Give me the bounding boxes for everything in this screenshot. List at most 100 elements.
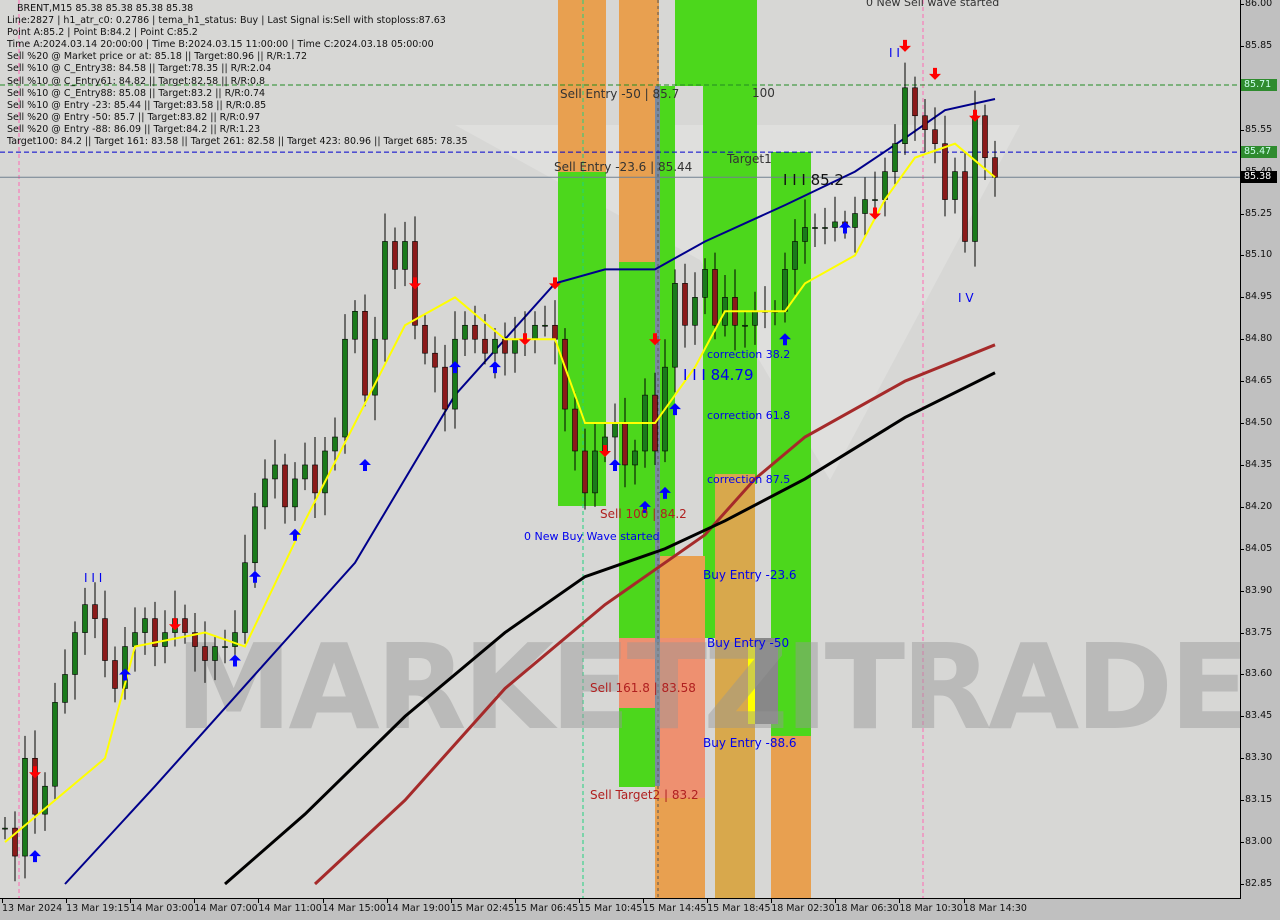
arrow-down-icon — [899, 39, 911, 52]
correction-382-label: correction 38.2 — [707, 348, 791, 361]
candle — [452, 338, 458, 410]
price-tick-label: 83.90 — [1239, 584, 1273, 596]
candle — [982, 115, 988, 158]
candle — [192, 632, 198, 647]
time-tick-label: 14 Mar 03:00 — [130, 899, 194, 914]
time-tick-label: 14 Mar 11:00 — [258, 899, 322, 914]
candle — [302, 464, 308, 480]
time-tick-label: 15 Mar 18:45 — [707, 899, 771, 914]
price-tick-label: 83.45 — [1239, 710, 1273, 722]
time-axis[interactable]: 13 Mar 2024 13 Mar 19:15 14 Mar 03:00 14 Ma… — [0, 899, 1240, 920]
price-tick-label: 84.95 — [1239, 291, 1273, 303]
zone-orange — [558, 0, 606, 172]
price-axis[interactable]: 86.0085.8585.5585.4085.2585.1084.9584.80… — [1239, 0, 1280, 898]
price-tag-green: 85.71 — [1241, 79, 1277, 92]
arrow-up-icon — [119, 668, 131, 681]
info-line: Target100: 84.2 || Target 161: 83.58 || … — [7, 136, 468, 148]
candle — [962, 171, 968, 242]
candle — [102, 618, 108, 661]
time-tick-label: 14 Mar 19:00 — [386, 899, 451, 914]
time-tick-label: 18 Mar 02:30 — [771, 899, 835, 914]
info-line: Sell %20 @ Entry -50: 85.7 || Target:83.… — [7, 111, 261, 123]
candle — [12, 827, 18, 857]
ma-blue-line — [64, 98, 996, 885]
candle — [682, 283, 688, 326]
zone-gray-bar — [755, 638, 778, 724]
candle — [242, 562, 248, 633]
price-tick-label: 83.60 — [1239, 668, 1273, 680]
info-line: Sell %20 @ Entry -88: 86.09 || Target:84… — [7, 123, 261, 135]
candle — [332, 436, 338, 452]
wave-mark: I V — [958, 291, 974, 305]
sell-entry-236-label: Sell Entry -23.6 | 85.44 — [554, 160, 693, 174]
arrow-down-icon — [929, 67, 941, 80]
sell-target2-label: Sell Target2 | 83.2 — [590, 788, 699, 802]
price-chart — [0, 39, 1240, 886]
candle — [902, 87, 908, 144]
candle — [392, 241, 398, 270]
candle — [792, 241, 798, 270]
point-c-label: I I I 85.2 — [783, 171, 844, 189]
arrow-up-icon — [659, 486, 671, 499]
candle — [272, 464, 278, 480]
candle — [752, 311, 758, 326]
candle — [472, 324, 478, 340]
price-tick-label: 85.85 — [1239, 39, 1273, 51]
chart-title: BRENT,M15 85.38 85.38 85.38 85.38 — [17, 3, 194, 14]
new-sell-wave-label: 0 New Sell wave started — [866, 0, 1000, 9]
price-tick-label: 83.00 — [1239, 836, 1273, 848]
price-tick-label: 84.05 — [1239, 542, 1273, 554]
ma-brown-line — [313, 343, 996, 886]
arrow-down-icon — [29, 766, 41, 779]
candle — [502, 338, 508, 354]
info-line: Sell %10 @ C_Entry88: 85.08 || Target:83… — [7, 87, 266, 99]
sell-1618-label: Sell 161.8 | 83.58 — [590, 681, 696, 695]
arrow-up-icon — [839, 221, 851, 234]
level-100-label: 100 — [752, 86, 775, 100]
candle — [212, 646, 218, 661]
candle — [372, 338, 378, 396]
arrow-up-icon — [29, 850, 41, 863]
candle — [92, 604, 98, 619]
candle — [292, 478, 298, 508]
candle — [862, 199, 868, 214]
info-line: Sell %10 @ C_Entry61: 84.82 || Target:82… — [7, 75, 266, 87]
candle — [252, 506, 258, 564]
arrow-down-icon — [599, 444, 611, 457]
chart-plot-area[interactable]: MARKETZITRADE BRENT,M15 85.38 85.38 85.3… — [0, 0, 1241, 899]
buy-entry-886-label: Buy Entry -88.6 — [703, 736, 797, 750]
info-line: Sell %10 @ C_Entry38: 84.58 || Target:78… — [7, 63, 272, 75]
candle — [692, 297, 698, 326]
candle — [282, 464, 288, 508]
zone-green — [657, 86, 675, 556]
candle — [62, 674, 68, 703]
point-b-label: I I I 84.79 — [683, 366, 754, 384]
candle — [512, 338, 518, 354]
candle — [482, 338, 488, 354]
time-tick-label: 15 Mar 10:45 — [578, 899, 643, 914]
arrow-down-icon — [549, 277, 561, 290]
candle — [362, 311, 368, 396]
info-line: Line:2827 | h1_atr_c0: 0.2786 | tema_h1_… — [7, 15, 446, 27]
price-tick-label: 84.35 — [1239, 458, 1273, 470]
zone-yellow-bar — [748, 646, 755, 724]
candle — [952, 171, 958, 200]
candle — [112, 660, 118, 689]
candle — [442, 366, 448, 410]
candle — [32, 757, 38, 815]
zone-orange — [771, 736, 811, 898]
price-tick-label: 86.00 — [1239, 0, 1273, 9]
time-tick-label: 18 Mar 06:30 — [835, 899, 899, 914]
buy-entry-236-label: Buy Entry -23.6 — [703, 568, 797, 582]
arrow-down-icon — [649, 333, 661, 346]
candle — [592, 450, 598, 494]
candle — [912, 87, 918, 117]
candle — [132, 632, 138, 647]
candle — [612, 422, 618, 438]
time-tick-label: 14 Mar 07:00 — [194, 899, 258, 914]
price-tick-label: 84.50 — [1239, 417, 1273, 429]
wave-mark: I I — [889, 46, 900, 60]
candle — [872, 199, 878, 201]
price-tick-label: 85.25 — [1239, 207, 1273, 219]
sell-entry-50-label: Sell Entry -50 | 85.7 — [560, 87, 680, 101]
